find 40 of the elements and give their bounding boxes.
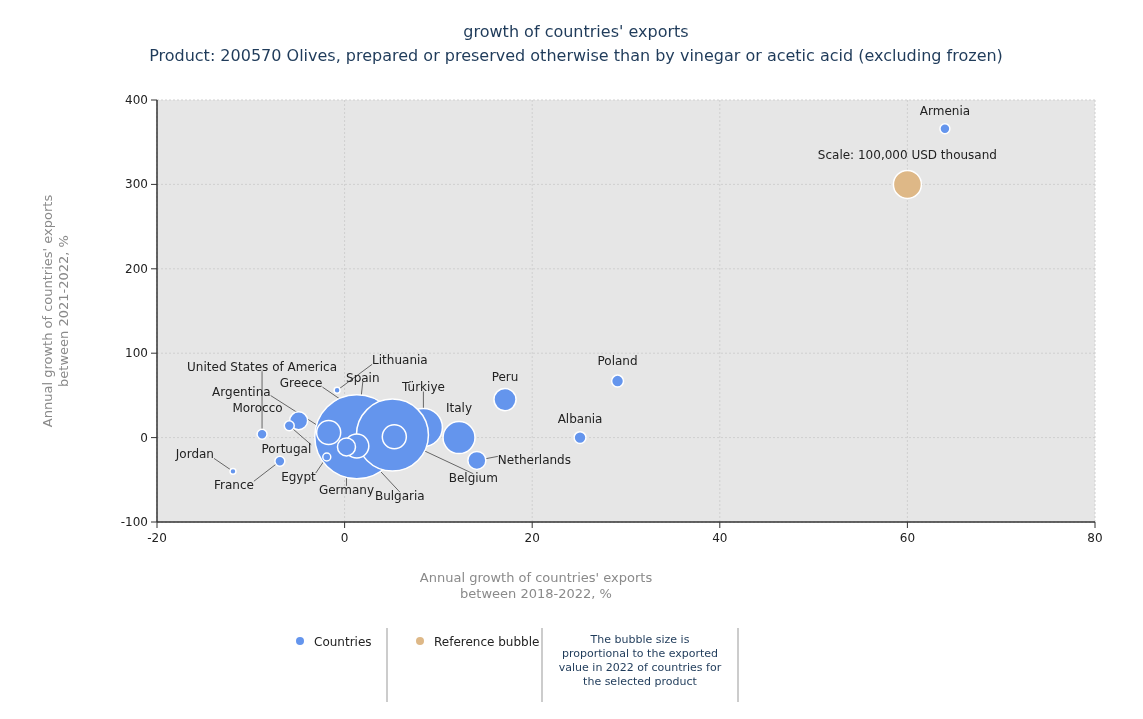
x-tick-label: 40 [712, 531, 728, 545]
y-tick-label: 300 [125, 177, 148, 192]
y-tick-label: 400 [125, 93, 148, 107]
annotation: France [213, 478, 254, 493]
annotation: Argentina [212, 384, 271, 399]
y-tick-label: 100 [125, 346, 148, 361]
annotation: Italy [446, 400, 473, 415]
annotation: United States of America [187, 360, 338, 375]
annotation: Armenia [919, 103, 971, 118]
legend-label: Countries [314, 635, 372, 649]
x-tick-label: 0 [340, 531, 349, 545]
annotation: Türkiye [400, 380, 445, 395]
annotation: Poland [597, 354, 638, 369]
annotation: Albania [557, 411, 603, 426]
annotation: Bulgaria [374, 489, 425, 504]
legend-label: Reference bubble [434, 635, 540, 649]
annotation: Spain [346, 370, 380, 385]
x-tick-label: -20 [147, 531, 167, 545]
annotation: Scale: 100,000 USD thousand [817, 148, 997, 163]
annotation: Germany [318, 482, 375, 497]
annotation: Morocco [232, 400, 283, 415]
text: The bubble size is proportional to the exported value in 2022 of countries for the selected product [558, 633, 722, 688]
annotation: Netherlands [497, 453, 572, 468]
y-tick-label: -100 [120, 515, 148, 529]
annotation: Egypt [281, 470, 317, 485]
annotation: Belgium [448, 470, 498, 485]
chart-subtitle: Product: 200570 Olives, prepared or preserved otherwise than by vinegar or acetic acid (excluding frozen) [149, 46, 1003, 65]
chart-title: growth of countries' exports [463, 22, 689, 41]
x-tick-label: 80 [1087, 531, 1103, 545]
y-tick-label: 0 [140, 430, 148, 445]
y-axis-title: Annual growth of countries' exports between 2021-2022, % [40, 194, 71, 428]
y-tick-label: 200 [125, 261, 148, 276]
annotation: Greece [279, 376, 323, 391]
annotation: Jordan [174, 447, 214, 462]
annotation: Peru [491, 369, 519, 384]
annotation: Lithuania [372, 353, 428, 368]
x-tick-label: 60 [899, 531, 916, 545]
x-axis-title: Annual growth of countries' exports between 2018-2022, % [419, 570, 653, 601]
x-tick-label: 20 [524, 531, 540, 545]
annotation: Portugal [261, 441, 312, 456]
